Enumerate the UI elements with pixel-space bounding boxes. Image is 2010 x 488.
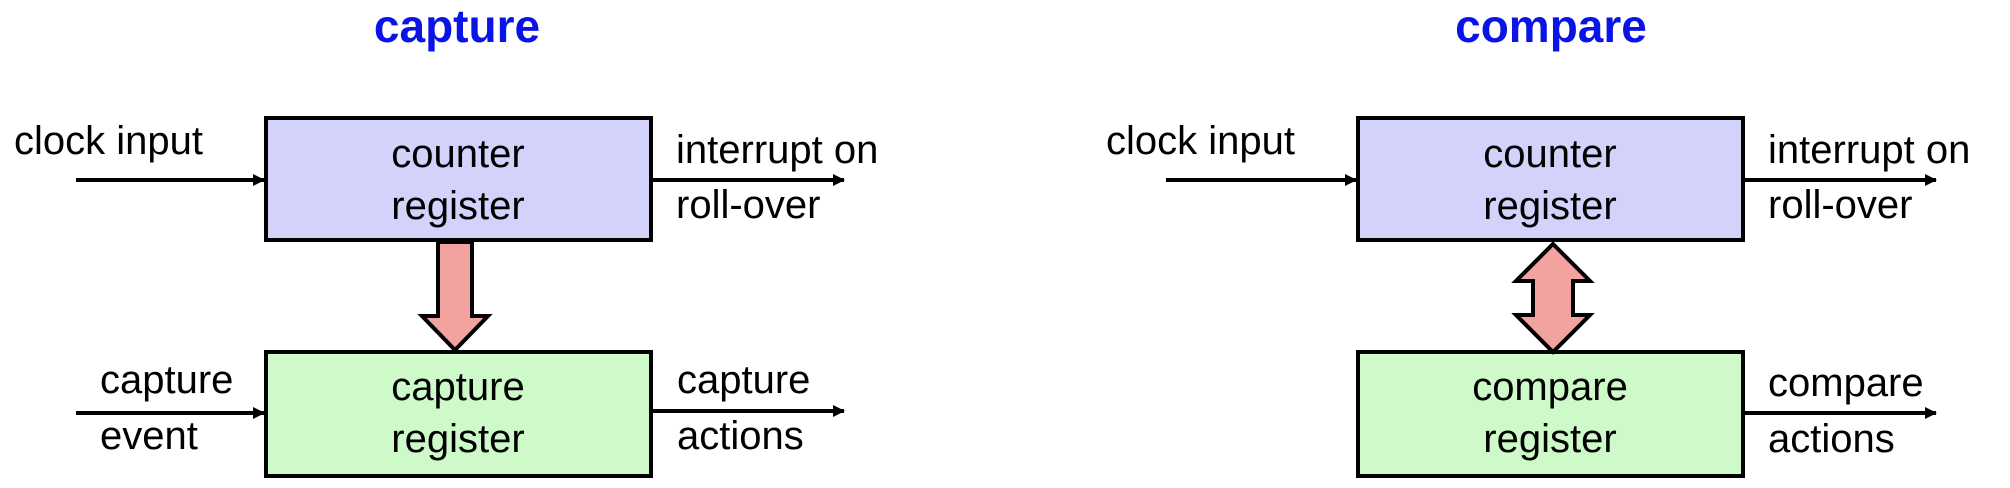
compare-clock-input-label: clock input xyxy=(1106,119,1295,163)
capture-title: capture xyxy=(374,0,540,52)
capture-actions-label-line1: capture xyxy=(677,358,810,402)
capture-counter-box-line2: register xyxy=(391,184,524,228)
capture-register-box-line1: capture xyxy=(391,365,524,409)
capture-counter-register-box xyxy=(264,116,653,242)
compare-diagram: compare counter register compare registe… xyxy=(1106,0,1970,478)
compare-title: compare xyxy=(1455,0,1647,52)
compare-counter-register-box xyxy=(1356,116,1745,242)
capture-register-box xyxy=(264,350,653,478)
compare-double-arrow xyxy=(1511,241,1595,355)
capture-diagram: capture counter register capture registe… xyxy=(14,0,878,478)
compare-actions-label-line1: compare xyxy=(1768,361,1924,405)
compare-counter-box-line1: counter xyxy=(1483,132,1616,176)
compare-interrupt-label-line1: interrupt on xyxy=(1768,128,1970,172)
compare-actions-label-line2: actions xyxy=(1768,417,1895,461)
capture-actions-label-line2: actions xyxy=(677,414,804,458)
compare-register-box-line1: compare xyxy=(1472,365,1628,409)
capture-event-label-line1: capture xyxy=(100,358,233,402)
capture-register-box-line2: register xyxy=(391,417,524,461)
compare-register-box xyxy=(1356,350,1745,478)
compare-counter-box-line2: register xyxy=(1483,184,1616,228)
compare-register-box-line2: register xyxy=(1483,417,1616,461)
capture-counter-box-line1: counter xyxy=(391,132,524,176)
capture-down-arrow xyxy=(417,240,493,353)
capture-interrupt-label-line2: roll-over xyxy=(676,183,820,227)
compare-interrupt-label-line2: roll-over xyxy=(1768,183,1912,227)
capture-interrupt-label-line1: interrupt on xyxy=(676,128,878,172)
capture-event-label-line2: event xyxy=(100,414,198,458)
capture-clock-input-label: clock input xyxy=(14,119,203,163)
